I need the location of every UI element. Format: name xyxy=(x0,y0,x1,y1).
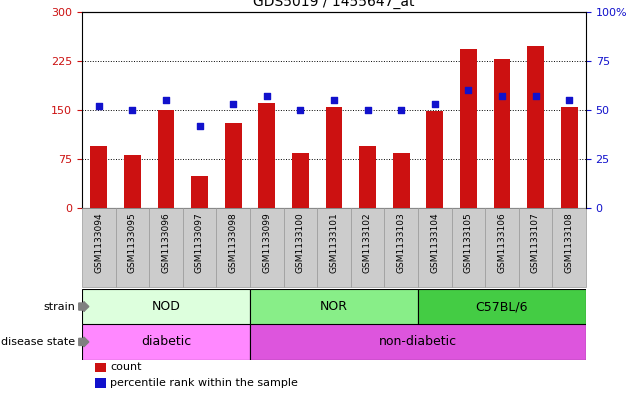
Text: disease state: disease state xyxy=(1,337,76,347)
Text: GSM1133097: GSM1133097 xyxy=(195,212,204,273)
FancyBboxPatch shape xyxy=(183,208,216,287)
FancyBboxPatch shape xyxy=(82,289,250,324)
Bar xyxy=(561,107,578,208)
Bar xyxy=(124,154,140,208)
FancyBboxPatch shape xyxy=(518,208,553,287)
Text: C57BL/6: C57BL/6 xyxy=(476,300,528,313)
FancyBboxPatch shape xyxy=(553,208,586,287)
Text: percentile rank within the sample: percentile rank within the sample xyxy=(110,378,298,388)
FancyBboxPatch shape xyxy=(250,208,284,287)
Point xyxy=(564,97,574,103)
Point xyxy=(497,93,507,99)
Text: GSM1133107: GSM1133107 xyxy=(531,212,540,273)
Bar xyxy=(326,107,342,208)
Text: GSM1133102: GSM1133102 xyxy=(363,212,372,273)
FancyBboxPatch shape xyxy=(418,289,586,324)
Point xyxy=(195,123,205,129)
FancyBboxPatch shape xyxy=(418,208,452,287)
Text: GSM1133106: GSM1133106 xyxy=(498,212,507,273)
Point xyxy=(94,103,104,109)
Text: strain: strain xyxy=(43,301,76,312)
Point xyxy=(127,107,137,113)
Text: diabetic: diabetic xyxy=(140,335,191,349)
Text: NOR: NOR xyxy=(320,300,348,313)
Point xyxy=(362,107,372,113)
Point xyxy=(463,87,473,94)
FancyBboxPatch shape xyxy=(284,208,317,287)
Text: count: count xyxy=(110,362,142,373)
Bar xyxy=(427,111,443,208)
Text: GSM1133103: GSM1133103 xyxy=(397,212,406,273)
FancyBboxPatch shape xyxy=(384,208,418,287)
Bar xyxy=(258,103,275,208)
FancyBboxPatch shape xyxy=(82,208,115,287)
Text: GSM1133099: GSM1133099 xyxy=(262,212,271,273)
Text: GSM1133095: GSM1133095 xyxy=(128,212,137,273)
Point xyxy=(261,93,272,99)
Text: GSM1133101: GSM1133101 xyxy=(329,212,338,273)
Text: GSM1133094: GSM1133094 xyxy=(94,212,103,273)
FancyBboxPatch shape xyxy=(250,324,586,360)
Point xyxy=(430,101,440,107)
FancyBboxPatch shape xyxy=(485,208,518,287)
FancyBboxPatch shape xyxy=(250,289,418,324)
FancyBboxPatch shape xyxy=(149,208,183,287)
FancyBboxPatch shape xyxy=(216,208,250,287)
FancyBboxPatch shape xyxy=(452,208,485,287)
FancyBboxPatch shape xyxy=(115,208,149,287)
Point xyxy=(228,101,238,107)
Bar xyxy=(90,146,107,208)
Point xyxy=(329,97,339,103)
Bar xyxy=(493,59,510,208)
Text: GSM1133100: GSM1133100 xyxy=(296,212,305,273)
Point xyxy=(396,107,406,113)
Point xyxy=(295,107,306,113)
Text: GSM1133105: GSM1133105 xyxy=(464,212,472,273)
FancyBboxPatch shape xyxy=(351,208,384,287)
Text: GSM1133108: GSM1133108 xyxy=(564,212,573,273)
FancyBboxPatch shape xyxy=(82,324,250,360)
Bar xyxy=(392,152,410,208)
Text: GSM1133104: GSM1133104 xyxy=(430,212,439,273)
Bar xyxy=(460,49,477,208)
Text: NOD: NOD xyxy=(151,300,180,313)
FancyBboxPatch shape xyxy=(317,208,351,287)
Point xyxy=(530,93,541,99)
Point xyxy=(161,97,171,103)
Bar xyxy=(158,110,175,208)
Bar xyxy=(225,123,241,208)
Bar xyxy=(191,176,208,208)
Text: non-diabetic: non-diabetic xyxy=(379,335,457,349)
Text: GSM1133098: GSM1133098 xyxy=(229,212,238,273)
Bar xyxy=(527,46,544,208)
Bar xyxy=(292,152,309,208)
Bar xyxy=(359,146,376,208)
Text: GSM1133096: GSM1133096 xyxy=(161,212,170,273)
Title: GDS5019 / 1455647_at: GDS5019 / 1455647_at xyxy=(253,0,415,9)
